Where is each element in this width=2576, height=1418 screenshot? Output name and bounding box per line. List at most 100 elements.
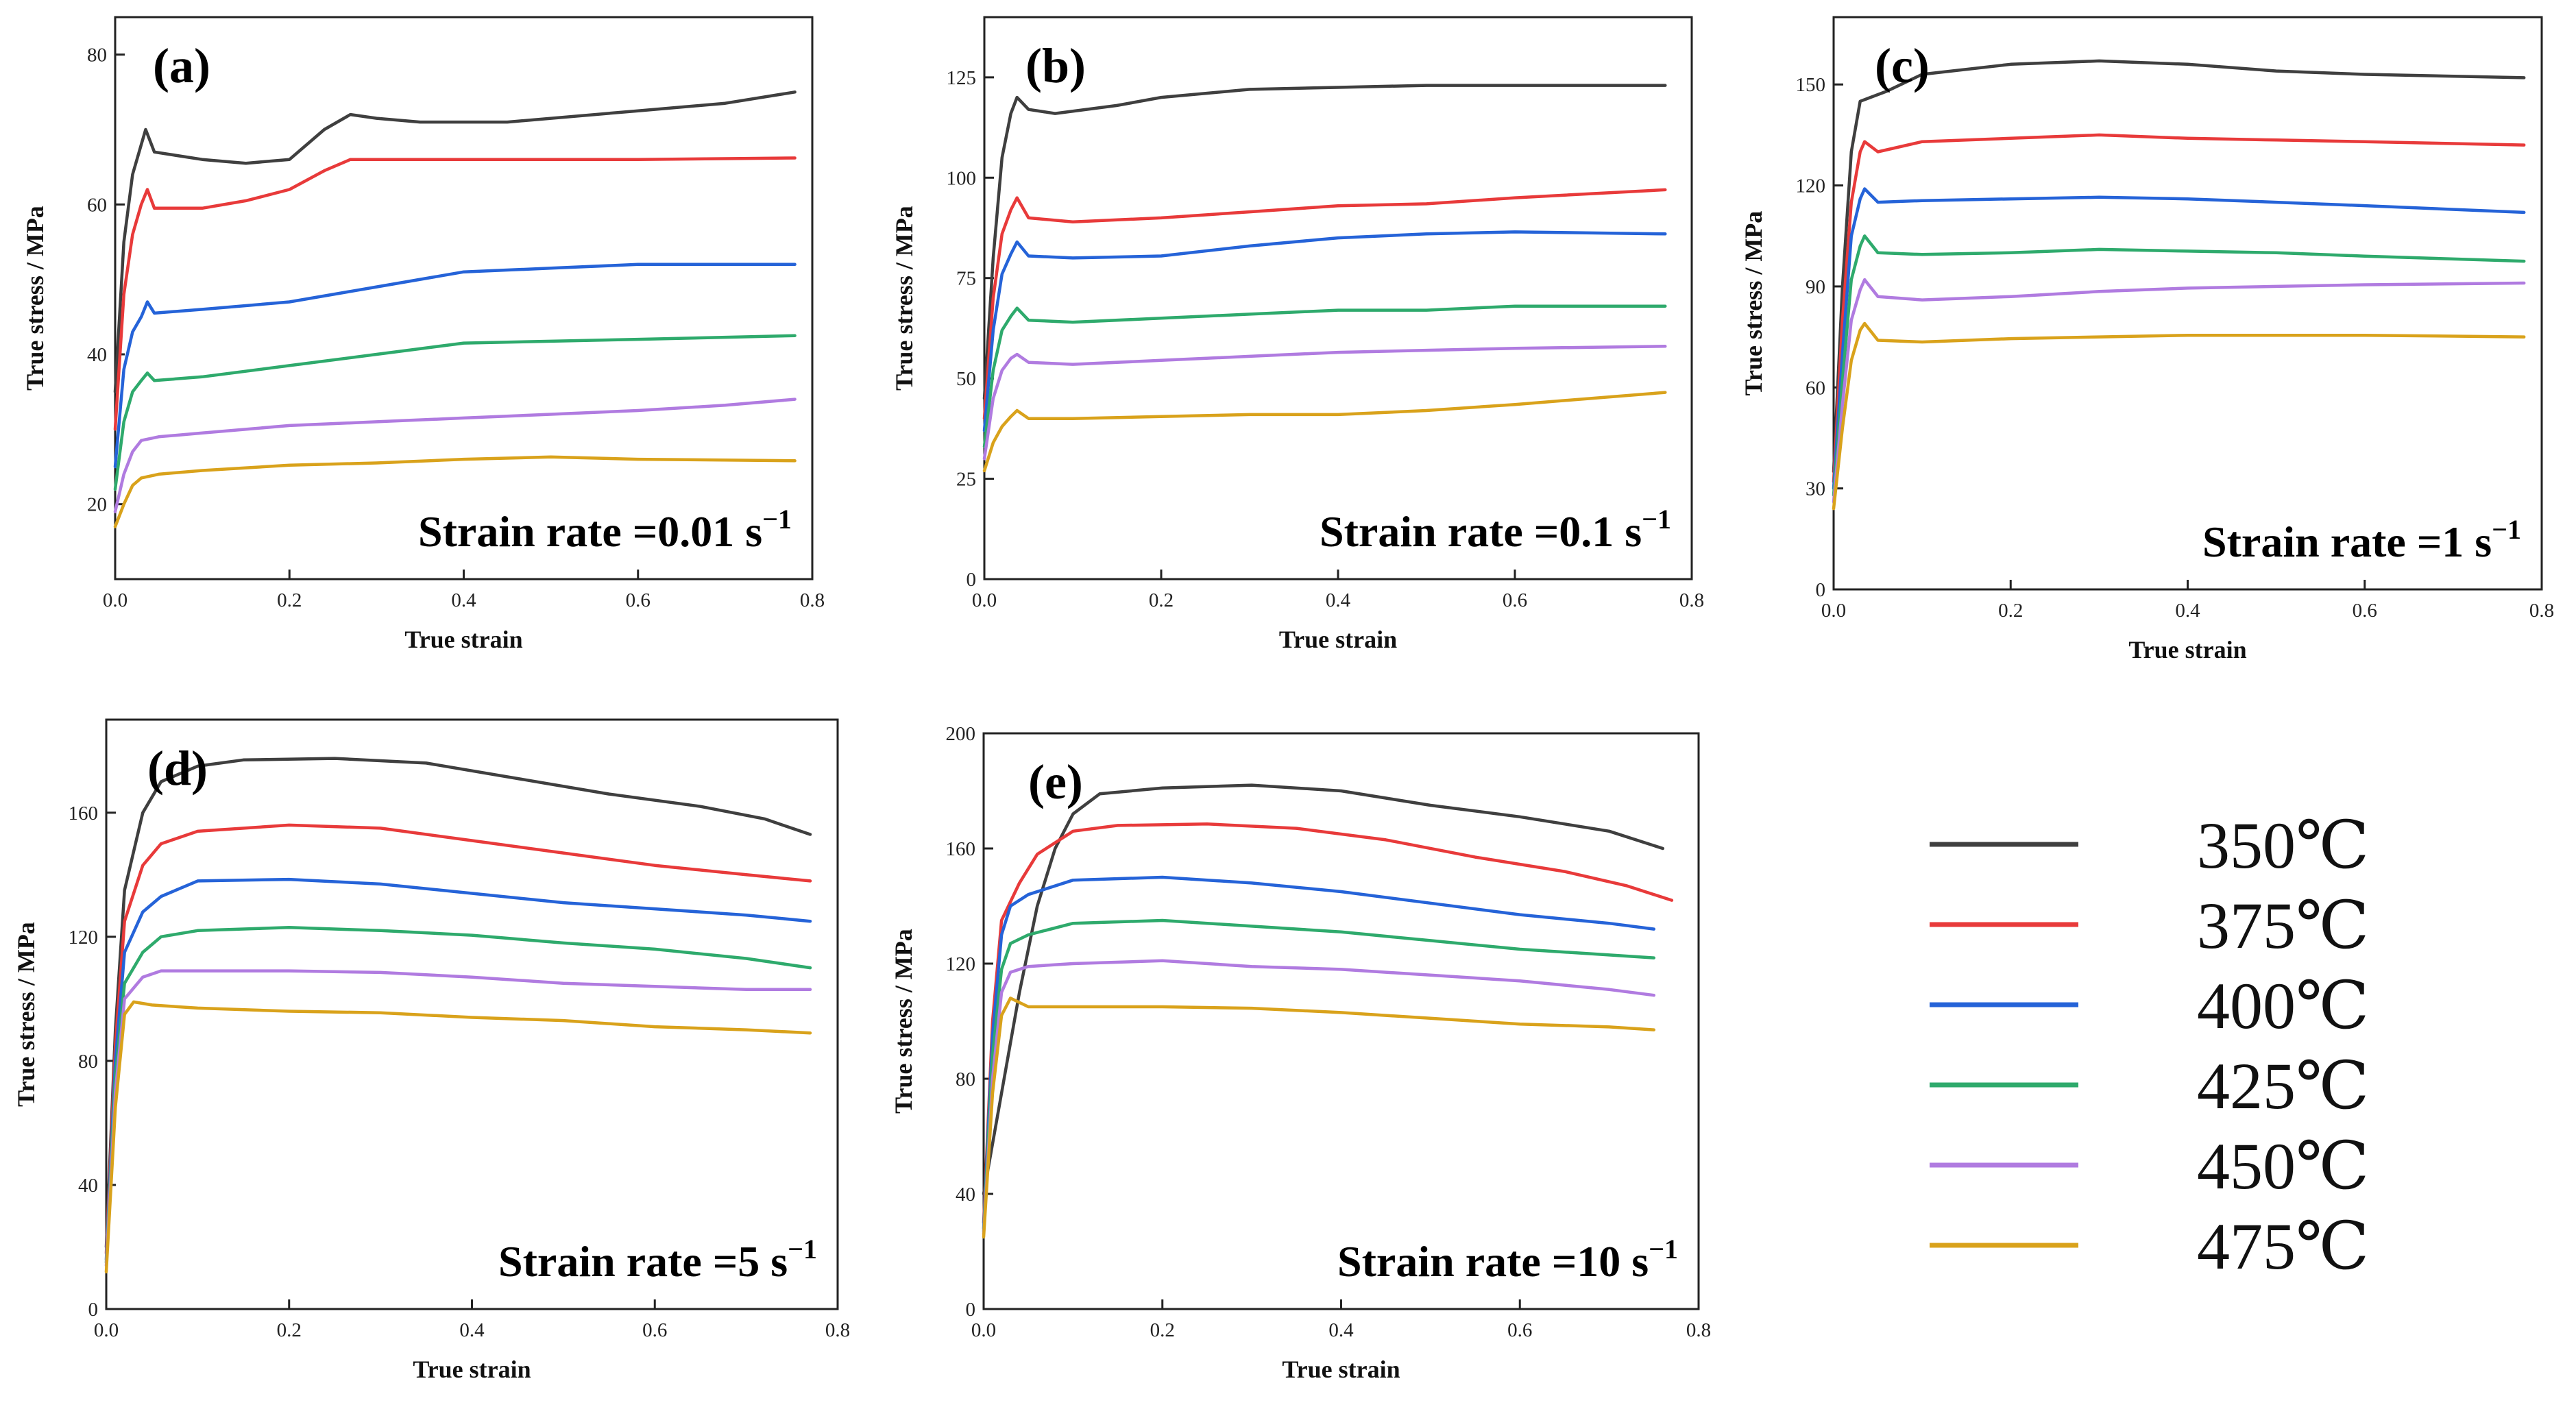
y-tick-label: 160 bbox=[946, 838, 976, 860]
series-line-475℃ bbox=[113, 455, 797, 528]
series-line-375℃ bbox=[113, 156, 797, 431]
x-tick-label: 0.4 bbox=[451, 589, 476, 611]
strain-rate-exponent: −1 bbox=[1649, 1234, 1678, 1264]
x-axis-title: True strain bbox=[2128, 636, 2246, 663]
y-tick-label: 30 bbox=[1806, 478, 1825, 500]
series-line-350℃ bbox=[104, 757, 812, 1249]
series-line-475℃ bbox=[104, 1000, 812, 1273]
y-tick-label: 40 bbox=[956, 1184, 975, 1206]
x-tick-label: 0.6 bbox=[1507, 1319, 1532, 1341]
strain-rate-exponent: −1 bbox=[788, 1234, 817, 1264]
y-tick-label: 50 bbox=[956, 368, 976, 390]
y-tick-label: 120 bbox=[946, 953, 976, 975]
y-tick-label: 0 bbox=[1816, 579, 1826, 601]
strain-rate-label: Strain rate =0.01 s−1 bbox=[418, 504, 792, 556]
x-tick-label: 0.6 bbox=[626, 589, 651, 611]
strain-rate-label: Strain rate =1 s−1 bbox=[2202, 514, 2521, 566]
x-tick-label: 0.4 bbox=[459, 1319, 485, 1341]
plot-frame bbox=[982, 732, 1700, 1310]
x-axis-title: True strain bbox=[404, 626, 522, 653]
series-line-400℃ bbox=[1832, 187, 2526, 490]
y-tick-label: 80 bbox=[956, 1068, 975, 1090]
x-tick-label: 0.2 bbox=[1149, 589, 1174, 611]
y-tick-label: 0 bbox=[967, 569, 977, 591]
series-line-450℃ bbox=[982, 345, 1667, 461]
strain-rate-label: Strain rate =5 s−1 bbox=[498, 1234, 817, 1286]
y-axis-title: True stress / MPa bbox=[12, 922, 40, 1107]
panel-label: (c) bbox=[1875, 38, 1930, 93]
y-axis-title: True stress / MPa bbox=[1740, 211, 1767, 396]
series-line-350℃ bbox=[982, 783, 1665, 1196]
series-line-350℃ bbox=[982, 84, 1667, 400]
legend-label: 425℃ bbox=[2197, 1049, 2369, 1123]
x-tick-label: 0.8 bbox=[825, 1319, 850, 1341]
x-tick-label: 0.0 bbox=[103, 589, 127, 611]
x-tick-label: 0.0 bbox=[971, 1319, 996, 1341]
series-line-425℃ bbox=[104, 926, 812, 1264]
y-tick-label: 40 bbox=[87, 344, 107, 366]
series-line-350℃ bbox=[1832, 59, 2526, 474]
strain-rate-exponent: −1 bbox=[1642, 504, 1671, 535]
legend-label: 350℃ bbox=[2197, 809, 2369, 882]
strain-rate-exponent: −1 bbox=[2492, 514, 2521, 545]
x-tick-label: 0.8 bbox=[2529, 600, 2554, 622]
x-tick-label: 0.2 bbox=[1150, 1319, 1175, 1341]
chart-panel-5: 0.0 0.2 0.4 0.6 0.8 0 40 80 120 160 200 True strain… bbox=[890, 723, 1711, 1383]
panel-label: (e) bbox=[1028, 755, 1083, 809]
y-axis-title: True stress / MPa bbox=[21, 206, 49, 391]
y-axis-title: True stress / MPa bbox=[890, 929, 917, 1114]
x-tick-label: 0.4 bbox=[2175, 600, 2200, 622]
x-tick-label: 0.0 bbox=[972, 589, 997, 611]
x-tick-label: 0.2 bbox=[277, 1319, 302, 1341]
x-axis-title: True strain bbox=[1282, 1356, 1400, 1383]
legend-label: 375℃ bbox=[2197, 889, 2369, 962]
x-tick-label: 0.8 bbox=[1686, 1319, 1711, 1341]
chart-panel-4: 0.0 0.2 0.4 0.6 0.8 0 40 80 120 160 True strain Tru… bbox=[12, 718, 850, 1383]
y-tick-label: 40 bbox=[78, 1175, 98, 1197]
strain-rate-label: Strain rate =10 s−1 bbox=[1337, 1234, 1678, 1286]
series-line-425℃ bbox=[982, 918, 1656, 1233]
x-tick-label: 0.4 bbox=[1326, 589, 1351, 611]
x-tick-label: 0.8 bbox=[1679, 589, 1704, 611]
panel-label: (d) bbox=[147, 741, 208, 796]
series-line-400℃ bbox=[113, 262, 797, 469]
y-tick-label: 60 bbox=[1806, 377, 1825, 399]
x-tick-label: 0.4 bbox=[1328, 1319, 1354, 1341]
y-tick-label: 120 bbox=[1796, 175, 1826, 197]
series-line-450℃ bbox=[982, 959, 1656, 1236]
series-line-375℃ bbox=[982, 188, 1667, 420]
series-line-450℃ bbox=[104, 969, 812, 1267]
y-tick-label: 0 bbox=[966, 1299, 976, 1321]
plot-frame bbox=[983, 16, 1693, 580]
x-axis-title: True strain bbox=[1279, 626, 1397, 653]
x-axis-title: True strain bbox=[413, 1356, 531, 1383]
x-tick-label: 0.2 bbox=[1998, 600, 2023, 622]
chart-panel-1: 0.0 0.2 0.4 0.6 0.8 20 40 60 80 True strain True s… bbox=[21, 16, 825, 653]
y-tick-label: 25 bbox=[956, 469, 976, 491]
y-tick-label: 125 bbox=[947, 67, 977, 89]
y-tick-label: 80 bbox=[78, 1051, 98, 1073]
strain-rate-label: Strain rate =0.1 s−1 bbox=[1320, 504, 1671, 556]
y-tick-label: 200 bbox=[946, 723, 976, 745]
plot-frame bbox=[1832, 16, 2543, 591]
panel-label: (b) bbox=[1025, 38, 1086, 93]
y-tick-label: 60 bbox=[87, 194, 107, 216]
y-tick-label: 160 bbox=[69, 803, 99, 824]
series-line-475℃ bbox=[982, 997, 1656, 1239]
series-line-425℃ bbox=[113, 334, 797, 491]
y-tick-label: 90 bbox=[1806, 276, 1825, 298]
x-tick-label: 0.0 bbox=[1821, 600, 1846, 622]
series-line-450℃ bbox=[113, 398, 797, 513]
series-line-375℃ bbox=[982, 822, 1674, 1225]
strain-rate-exponent: −1 bbox=[762, 504, 792, 535]
series-line-425℃ bbox=[982, 304, 1667, 448]
y-tick-label: 75 bbox=[956, 268, 976, 290]
y-tick-label: 150 bbox=[1796, 74, 1826, 96]
series-line-425℃ bbox=[1832, 234, 2526, 497]
chart-panel-3: 0.0 0.2 0.4 0.6 0.8 0 30 60 90 120 150 True strain T… bbox=[1740, 16, 2554, 663]
x-tick-label: 0.0 bbox=[94, 1319, 119, 1341]
series-line-350℃ bbox=[113, 90, 797, 393]
plot-frame bbox=[105, 718, 839, 1310]
